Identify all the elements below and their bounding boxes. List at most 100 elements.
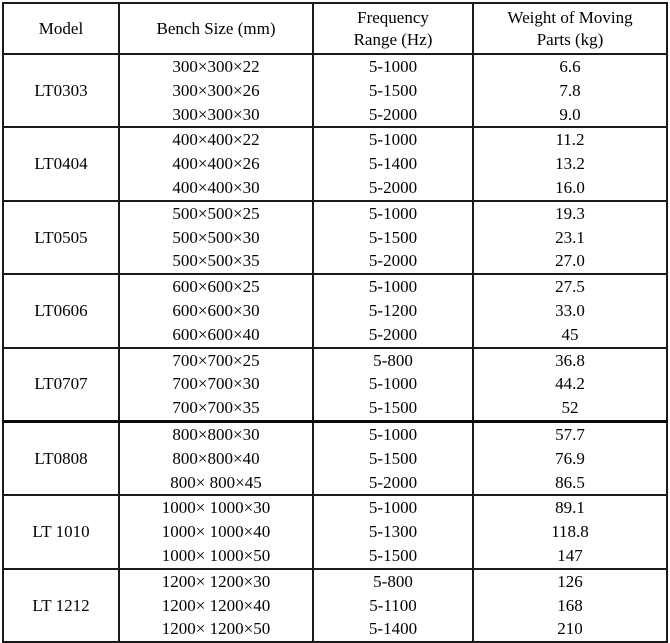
bench-size-cell: 400×400×30 bbox=[118, 175, 313, 201]
weight-cell: 11.2 bbox=[472, 126, 667, 153]
frequency-range-cell: 5-1500 bbox=[312, 446, 473, 471]
frequency-range-cell: 5-1400 bbox=[312, 152, 473, 176]
weight-cell: 6.6 bbox=[472, 53, 667, 79]
frequency-range-cell: 5-1500 bbox=[312, 396, 473, 422]
model-cell: LT 1010 bbox=[2, 494, 119, 569]
weight-cell: 36.8 bbox=[472, 346, 667, 373]
weight-cell: 27.5 bbox=[472, 273, 667, 299]
table-row: 400×400×30 5-2000 16.0 bbox=[3, 175, 667, 201]
table-row: LT0606 600×600×25 5-1000 27.5 bbox=[2, 273, 667, 348]
bench-size-cell: 1200× 1200×40 bbox=[118, 593, 313, 618]
bench-size-cell: 1200× 1200×30 bbox=[118, 567, 313, 594]
column-header-weight-line: Parts (kg) bbox=[536, 29, 604, 49]
weight-cell: 16.0 bbox=[472, 175, 667, 201]
header-row: Model Bench Size (mm) Frequency Range (Hz) W… bbox=[2, 3, 667, 55]
weight-cell: 19.3 bbox=[472, 199, 667, 226]
frequency-range-cell: 5-2000 bbox=[312, 249, 473, 275]
table-row: 600×600×40 5-2000 45 bbox=[3, 322, 667, 348]
frequency-range-cell: 5-1300 bbox=[312, 520, 473, 544]
table-row: 800×800×40 5-1500 76.9 bbox=[3, 446, 667, 471]
frequency-range-cell: 5-800 bbox=[312, 346, 473, 373]
weight-cell: 168 bbox=[472, 593, 667, 618]
frequency-range-cell: 5-1000 bbox=[312, 199, 473, 226]
bench-size-cell: 300×300×22 bbox=[118, 53, 313, 79]
table-row: 800× 800×45 5-2000 86.5 bbox=[3, 470, 667, 496]
frequency-range-cell: 5-1000 bbox=[312, 126, 473, 153]
column-header-bench-size: Bench Size (mm) bbox=[118, 3, 313, 55]
table-row: LT0808 800×800×30 5-1000 57.7 bbox=[2, 419, 667, 496]
weight-cell: 118.8 bbox=[472, 520, 667, 544]
bench-size-cell: 500×500×25 bbox=[118, 199, 313, 226]
bench-size-cell: 700×700×30 bbox=[118, 372, 313, 397]
table-row: 1200× 1200×50 5-1400 210 bbox=[3, 617, 667, 643]
model-cell: LT 1212 bbox=[2, 567, 119, 643]
bench-size-cell: 1000× 1000×50 bbox=[118, 543, 313, 569]
weight-cell: 27.0 bbox=[472, 249, 667, 275]
frequency-range-cell: 5-1000 bbox=[312, 419, 473, 447]
column-header-frequency-range-line: Frequency bbox=[357, 7, 429, 27]
column-header-weight: Weight of Moving Parts (kg) bbox=[472, 3, 667, 55]
table-row: 1000× 1000×40 5-1300 118.8 bbox=[3, 520, 667, 544]
frequency-range-cell: 5-800 bbox=[312, 567, 473, 594]
bench-size-cell: 600×600×25 bbox=[118, 273, 313, 299]
table-row: LT0303 300×300×22 5-1000 6.6 bbox=[2, 52, 667, 128]
bench-size-cell: 700×700×35 bbox=[118, 396, 313, 422]
bench-size-cell: 800× 800×45 bbox=[118, 470, 313, 496]
frequency-range-cell: 5-1100 bbox=[312, 593, 473, 618]
model-cell: LT0303 bbox=[2, 52, 119, 128]
weight-cell: 210 bbox=[472, 617, 667, 643]
table-row: 700×700×35 5-1500 52 bbox=[3, 396, 667, 422]
table-row: 600×600×30 5-1200 33.0 bbox=[3, 298, 667, 323]
bench-size-cell: 1000× 1000×30 bbox=[118, 494, 313, 521]
model-cell: LT0707 bbox=[2, 346, 119, 422]
frequency-range-cell: 5-2000 bbox=[312, 470, 473, 496]
weight-cell: 76.9 bbox=[472, 446, 667, 471]
frequency-range-cell: 5-2000 bbox=[312, 175, 473, 201]
column-header-model: Model bbox=[2, 3, 119, 55]
frequency-range-cell: 5-2000 bbox=[312, 102, 473, 128]
model-cell: LT0606 bbox=[2, 273, 119, 348]
table-row: 500×500×30 5-1500 23.1 bbox=[3, 225, 667, 250]
table-row: 400×400×26 5-1400 13.2 bbox=[3, 152, 667, 176]
column-header-model-line: Model bbox=[38, 18, 84, 38]
bench-size-cell: 300×300×30 bbox=[118, 102, 313, 128]
table-row: LT0505 500×500×25 5-1000 19.3 bbox=[2, 199, 667, 275]
bench-size-cell: 400×400×26 bbox=[118, 152, 313, 176]
bench-size-cell: 300×300×26 bbox=[118, 78, 313, 103]
frequency-range-cell: 5-1000 bbox=[312, 372, 473, 397]
bench-size-cell: 800×800×30 bbox=[118, 419, 313, 447]
table-row: LT 1212 1200× 1200×30 5-800 126 bbox=[2, 567, 667, 643]
weight-cell: 126 bbox=[472, 567, 667, 594]
column-header-weight-line: Weight of Moving bbox=[507, 7, 633, 27]
weight-cell: 52 bbox=[472, 396, 667, 422]
frequency-range-cell: 5-2000 bbox=[312, 322, 473, 348]
table-row: LT 1010 1000× 1000×30 5-1000 89.1 bbox=[2, 494, 667, 569]
frequency-range-cell: 5-1200 bbox=[312, 298, 473, 323]
weight-cell: 45 bbox=[472, 322, 667, 348]
table-body: LT0303 300×300×22 5-1000 6.6 300×300×26 5-150… bbox=[2, 52, 667, 643]
bench-size-cell: 400×400×22 bbox=[118, 126, 313, 153]
frequency-range-cell: 5-1500 bbox=[312, 78, 473, 103]
bench-size-cell: 600×600×30 bbox=[118, 298, 313, 323]
frequency-range-cell: 5-1400 bbox=[312, 617, 473, 643]
table-row: 300×300×26 5-1500 7.8 bbox=[3, 78, 667, 103]
weight-cell: 57.7 bbox=[472, 419, 667, 447]
weight-cell: 9.0 bbox=[472, 102, 667, 128]
table-row: 700×700×30 5-1000 44.2 bbox=[3, 372, 667, 397]
bench-size-cell: 700×700×25 bbox=[118, 346, 313, 373]
weight-cell: 7.8 bbox=[472, 78, 667, 103]
bench-size-cell: 500×500×35 bbox=[118, 249, 313, 275]
model-cell: LT0808 bbox=[2, 419, 119, 496]
table-row: 1200× 1200×40 5-1100 168 bbox=[3, 593, 667, 618]
frequency-range-cell: 5-1000 bbox=[312, 53, 473, 79]
bench-size-cell: 500×500×30 bbox=[118, 225, 313, 250]
frequency-range-cell: 5-1500 bbox=[312, 225, 473, 250]
weight-cell: 86.5 bbox=[472, 470, 667, 496]
table-row: 500×500×35 5-2000 27.0 bbox=[3, 249, 667, 275]
weight-cell: 44.2 bbox=[472, 372, 667, 397]
frequency-range-cell: 5-1000 bbox=[312, 273, 473, 299]
weight-cell: 23.1 bbox=[472, 225, 667, 250]
column-header-frequency-range: Frequency Range (Hz) bbox=[312, 3, 473, 55]
